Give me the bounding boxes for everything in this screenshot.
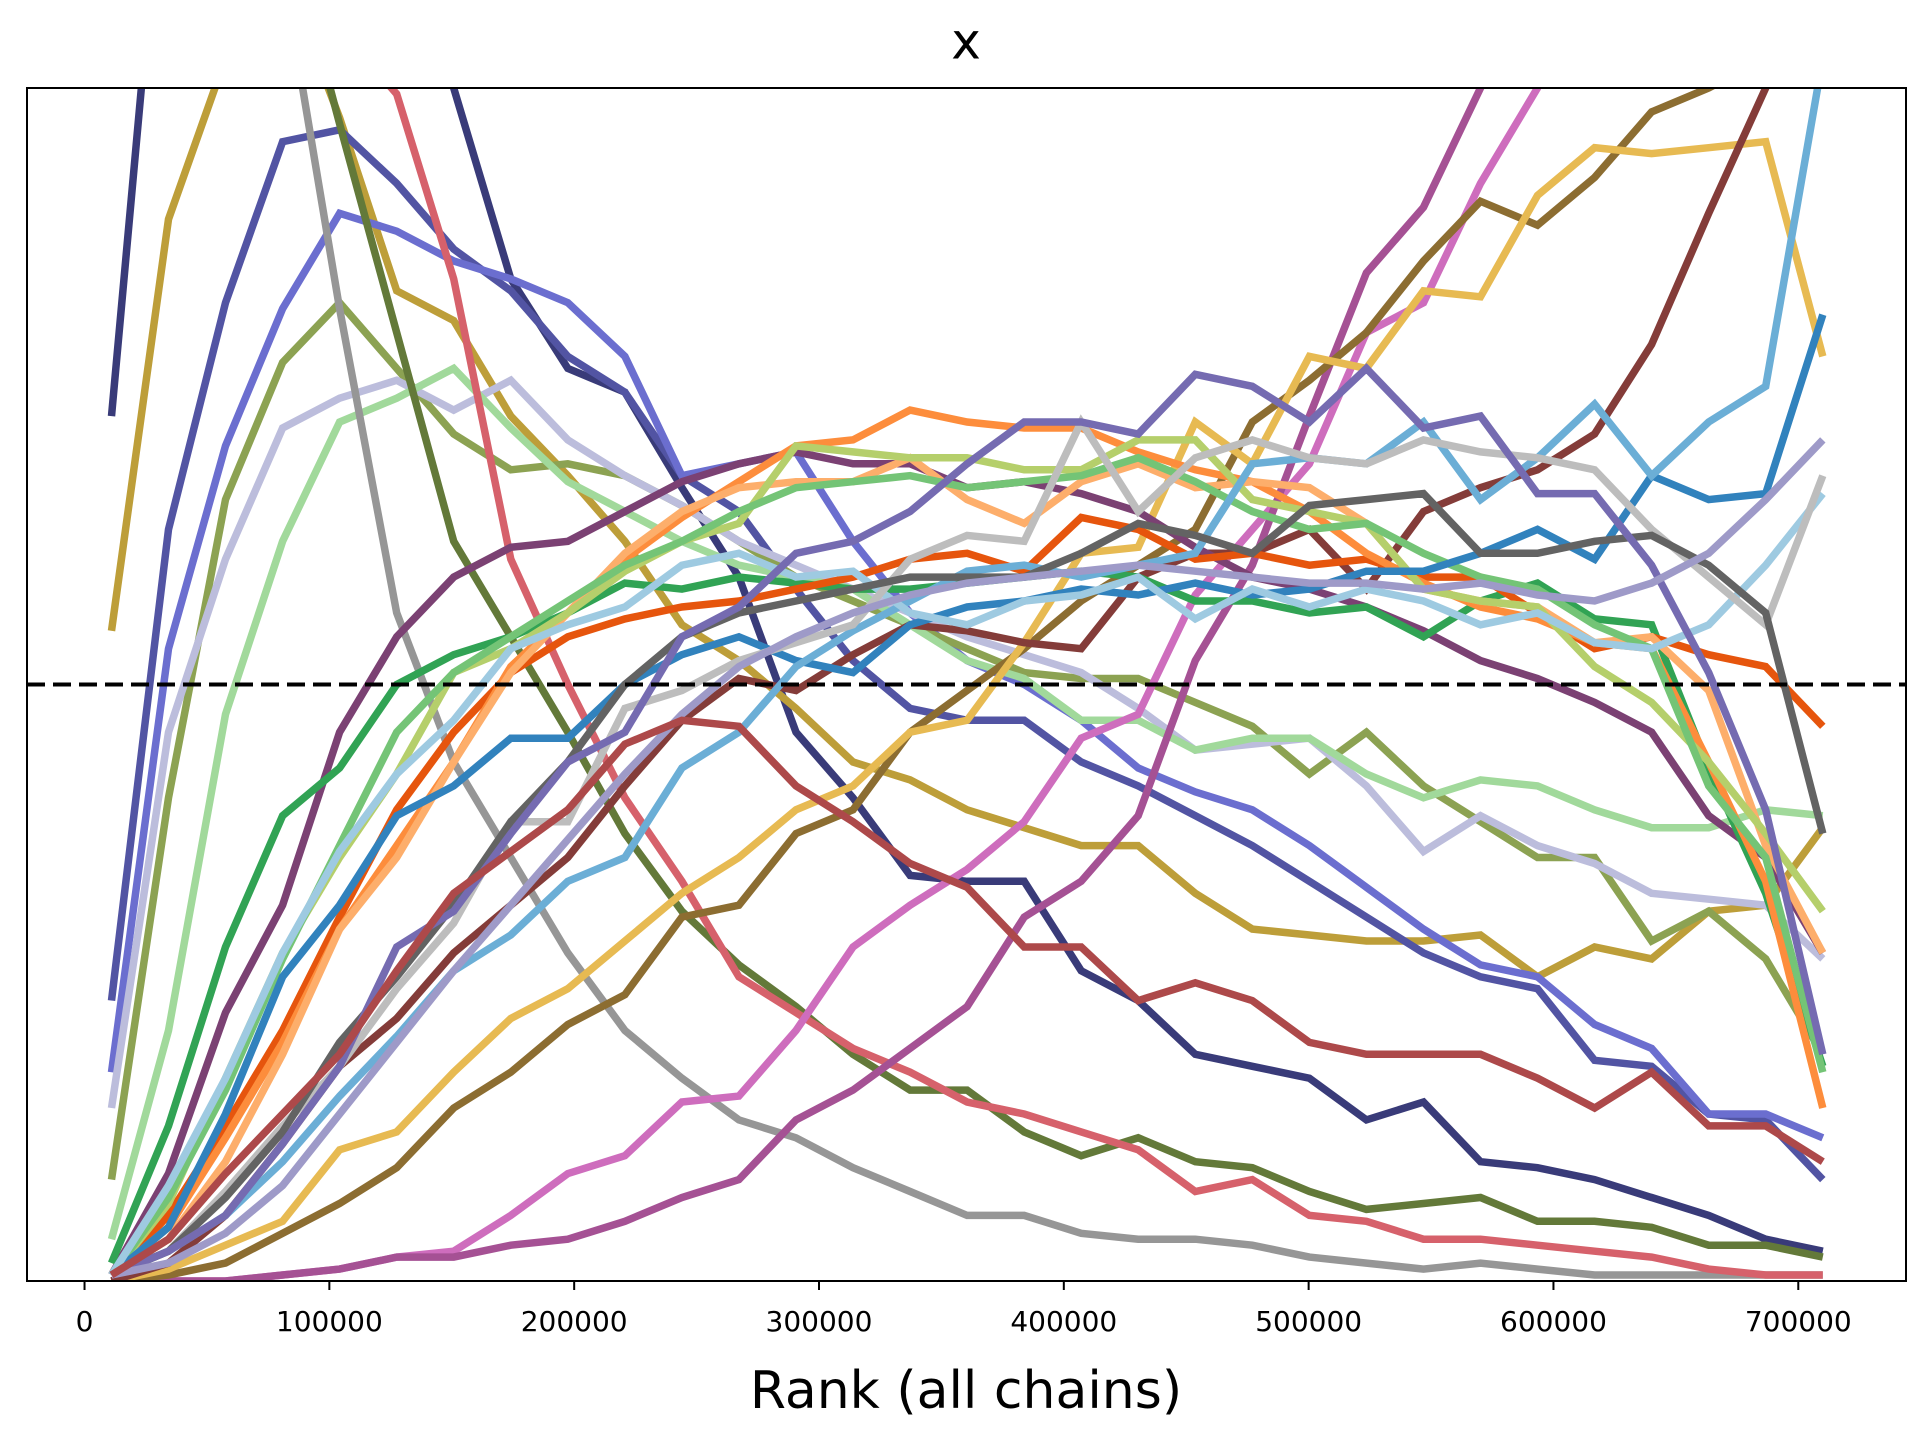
x-tick-label: 700000 — [1745, 1305, 1852, 1338]
x-axis-label: Rank (all chains) — [750, 1361, 1182, 1421]
series-line — [298, 88, 1823, 1279]
series-line — [108, 567, 1827, 1265]
series-line — [107, 375, 1826, 1109]
series-line — [386, 88, 1823, 1279]
series-line — [107, 363, 1824, 1241]
x-tick-label: 600000 — [1500, 1305, 1607, 1338]
series-line — [107, 297, 1827, 1181]
x-tick-label: 400000 — [1010, 1305, 1117, 1338]
series-line — [110, 363, 1827, 1279]
x-tick-label: 200000 — [521, 1305, 628, 1338]
series-line — [110, 437, 1826, 1279]
series-line — [109, 313, 1827, 1278]
x-tick-label: 0 — [76, 1305, 94, 1338]
series-line — [108, 491, 1826, 1278]
series-line — [110, 414, 1827, 1279]
series-line — [110, 88, 1770, 1281]
series-line — [107, 88, 1824, 1255]
series-line — [111, 88, 1717, 1281]
x-tick-label: 500000 — [1255, 1305, 1362, 1338]
series-line — [108, 453, 1827, 1278]
series-line — [109, 716, 1825, 1279]
plot-frame — [26, 87, 1907, 1282]
series-line — [110, 137, 1827, 1281]
chart-title: x — [951, 13, 981, 71]
series-line — [111, 88, 1485, 1281]
series-line — [109, 406, 1827, 1278]
x-tick-label: 300000 — [766, 1305, 873, 1338]
series-line — [326, 88, 1824, 1261]
plot-area — [107, 88, 1827, 1281]
x-tick-label: 100000 — [276, 1305, 383, 1338]
